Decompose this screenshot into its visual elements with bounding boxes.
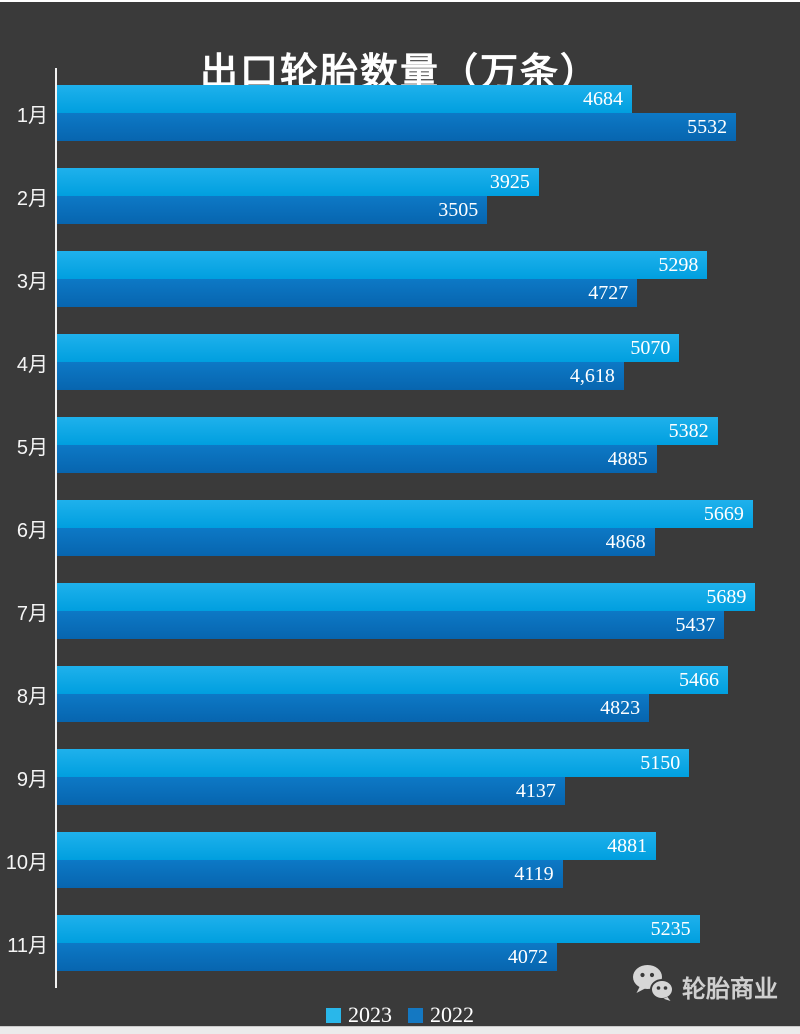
legend-label-2023: 2023: [348, 1002, 392, 1027]
bar-track: 5070 4,618: [57, 334, 769, 390]
bar-2022: 5532: [57, 113, 737, 141]
bar-value-label: 4684: [583, 87, 623, 110]
top-divider: [0, 0, 800, 2]
bar-2022: 5437: [57, 611, 725, 639]
bar-2022: 4072: [57, 943, 557, 971]
bar-2022: 3505: [57, 196, 488, 224]
bar-value-label: 5532: [687, 115, 728, 138]
bar-2023: 5150: [57, 749, 690, 777]
bar-value-label: 4868: [605, 530, 646, 553]
bar-2023: 5070: [57, 334, 680, 362]
bar-2023: 5298: [57, 251, 708, 279]
bar-track: 4684 5532: [57, 85, 769, 141]
bar-value-label: 4823: [600, 696, 641, 719]
chart-row: 7月 5689 5437: [0, 583, 769, 639]
chart-row: 3月 5298 4727: [0, 251, 769, 307]
bar-value-label: 5235: [650, 917, 691, 940]
bar-value-label: 4881: [607, 834, 648, 857]
watermark-text: 轮胎商业: [682, 975, 778, 1003]
bar-2022: 4885: [57, 445, 657, 473]
chart-row: 9月 5150 4137: [0, 749, 769, 805]
bar-value-label: 4137: [515, 779, 556, 802]
category-label: 7月: [16, 602, 48, 625]
bar-value-label: 5150: [640, 751, 681, 774]
legend-label-2022: 2022: [430, 1002, 474, 1027]
bar-value-label: 4119: [514, 862, 554, 885]
bar-track: 5150 4137: [57, 749, 769, 805]
category-label: 10月: [5, 851, 48, 874]
bar-2022: 4727: [57, 279, 638, 307]
bar-track: 5466 4823: [57, 666, 769, 722]
bar-track: 5235 4072: [57, 915, 769, 971]
wechat-icon: [632, 964, 674, 1008]
bar-value-label: 5298: [658, 253, 699, 276]
bar-2023: 4881: [57, 832, 657, 860]
bar-value-label: 3925: [489, 170, 530, 193]
legend-item-2022: 2022: [408, 1002, 474, 1028]
category-label: 3月: [16, 270, 48, 293]
chart-row: 1月 4684 5532: [0, 85, 769, 141]
category-label: 6月: [16, 519, 48, 542]
category-label: 8月: [16, 685, 48, 708]
chart-row: 6月 5669 4868: [0, 500, 769, 556]
bar-2023: 5235: [57, 915, 700, 943]
category-label: 1月: [16, 104, 48, 127]
bar-2022: 4119: [57, 860, 563, 888]
bar-track: 5689 5437: [57, 583, 769, 639]
legend-swatch-2022: [408, 1007, 423, 1023]
bar-value-label: 4727: [588, 281, 629, 304]
bar-2023: 3925: [57, 168, 539, 196]
bar-2023: 5689: [57, 583, 756, 611]
chart-row: 8月 5466 4823: [0, 666, 769, 722]
bar-value-label: 4885: [607, 447, 648, 470]
bar-value-label: 5382: [668, 419, 709, 442]
bar-value-label: 4072: [507, 945, 548, 968]
bar-2022: 4868: [57, 528, 655, 556]
chart-row: 5月 5382 4885: [0, 417, 769, 473]
bar-track: 5669 4868: [57, 500, 769, 556]
bar-value-label: 4,618: [569, 364, 615, 387]
category-label: 9月: [16, 768, 48, 791]
bar-track: 3925 3505: [57, 168, 769, 224]
bar-track: 5382 4885: [57, 417, 769, 473]
chart-row: 11月 5235 4072: [0, 915, 769, 971]
bar-2022: 4823: [57, 694, 650, 722]
bar-value-label: 3505: [438, 198, 479, 221]
chart-row: 4月 5070 4,618: [0, 334, 769, 390]
bar-2022: 4137: [57, 777, 565, 805]
watermark: 轮胎商业: [632, 964, 778, 1008]
bar-track: 4881 4119: [57, 832, 769, 888]
y-axis-line: [55, 68, 57, 988]
bar-value-label: 5689: [706, 585, 747, 608]
bar-value-label: 5437: [675, 613, 716, 636]
bar-track: 5298 4727: [57, 251, 769, 307]
category-label: 2月: [16, 187, 48, 210]
chart-row: 10月 4881 4119: [0, 832, 769, 888]
category-label: 5月: [16, 436, 48, 459]
legend-swatch-2023: [326, 1007, 341, 1023]
bar-2023: 4684: [57, 85, 632, 113]
bar-value-label: 5466: [678, 668, 719, 691]
bar-2022: 4,618: [57, 362, 624, 390]
chart-row: 2月 3925 3505: [0, 168, 769, 224]
legend-item-2023: 2023: [326, 1002, 392, 1028]
bar-value-label: 5669: [703, 502, 744, 525]
bar-2023: 5382: [57, 417, 718, 445]
bar-2023: 5669: [57, 500, 753, 528]
bar-value-label: 5070: [630, 336, 671, 359]
category-label: 4月: [16, 353, 48, 376]
category-label: 11月: [7, 934, 48, 957]
bottom-strip: [0, 1026, 800, 1034]
chart-legend: 2023 2022: [0, 1002, 800, 1028]
bar-2023: 5466: [57, 666, 728, 694]
